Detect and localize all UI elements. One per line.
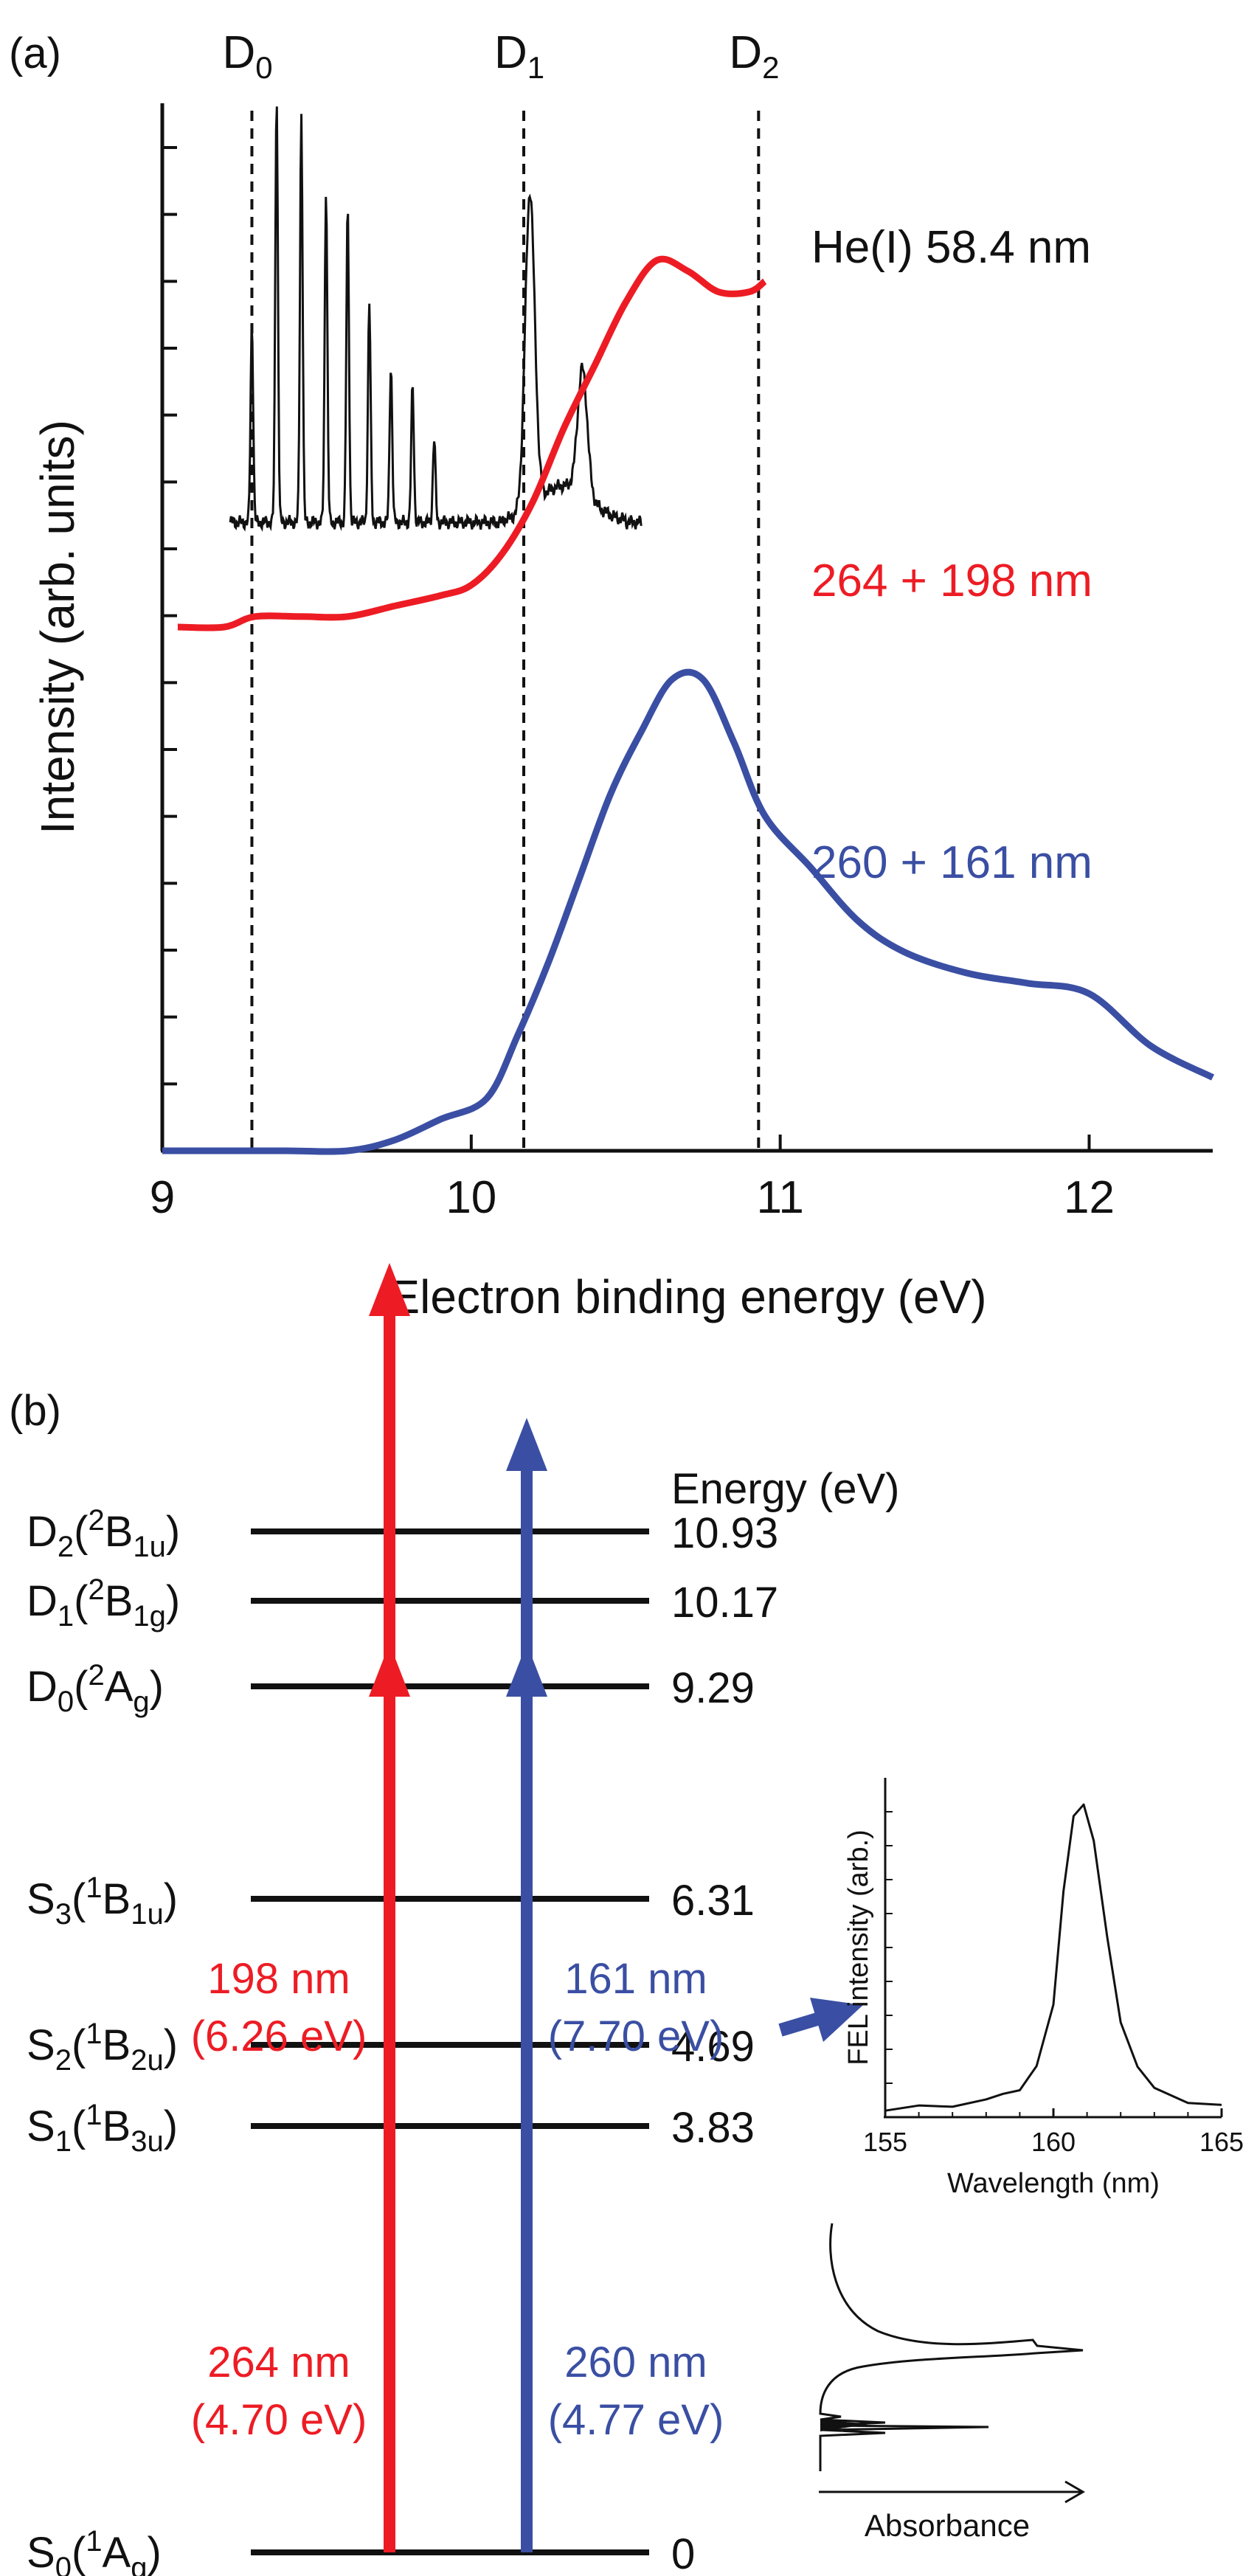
panel-b-label: (b) (9, 1387, 61, 1435)
x-tick-label: 9 (150, 1172, 175, 1223)
energy-level-value: 9.29 (671, 1664, 755, 1712)
energy-level-value: 10.17 (671, 1579, 778, 1627)
energy-level-label: D2(2B1u) (27, 1504, 180, 1563)
x-ticks: 9 10 11 12 (150, 1135, 1115, 1223)
blue-pump-wavelength: 260 nm (564, 2338, 707, 2386)
energy-level-label: S1(1B3u) (27, 2099, 178, 2158)
panel-a: (a) 9 10 11 12 D0 D1 D2 Electron binding ener… (9, 27, 1215, 1323)
y-axis-label: Intensity (arb. units) (31, 420, 84, 834)
inset-fel-line (884, 1803, 1222, 2112)
x-tick-label: 12 (1064, 1172, 1115, 1223)
red-pump-energy: (4.70 eV) (191, 2396, 367, 2444)
absorbance-arrowhead (1064, 2480, 1085, 2504)
reference-lines: D0 D1 D2 (222, 27, 779, 1151)
energy-level-label: S0(1Ag) (27, 2525, 162, 2576)
inset-y-label: FEL intensity (arb.) (843, 1829, 874, 2066)
inset-x-label: Wavelength (nm) (947, 2168, 1160, 2199)
inset-series (884, 1803, 1222, 2112)
inset-x-tick-label: 160 (1031, 2127, 1076, 2157)
absorbance-inset: Absorbance (819, 2223, 1085, 2543)
energy-level-label: S2(1B2u) (27, 2018, 178, 2077)
energy-levels: D2(2B1u) 10.93 D1(2B1g) 10.17 D0(2Ag) 9.29 S3(… (27, 1504, 778, 2576)
inset-ticks: 155 160 165 (863, 1811, 1244, 2157)
energy-level-value: 3.83 (671, 2104, 755, 2152)
legend-he: He(I) 58.4 nm (811, 222, 1091, 273)
red-probe-wavelength: 198 nm (207, 1955, 350, 2003)
legend-blue: 260 + 161 nm (811, 837, 1092, 888)
absorbance-spectrum (819, 2223, 1084, 2471)
energy-level-label: D0(2Ag) (27, 1659, 164, 1718)
absorbance-fill (820, 2420, 870, 2431)
reference-line-label: D0 (222, 27, 272, 85)
series-blue-line (162, 668, 1215, 1155)
panel-b: (b) Energy (eV) D2(2B1u) 10.93 D1(2B1g) 10.… (9, 1263, 1244, 2576)
energy-level-value: 4.69 (671, 2023, 755, 2071)
panel-a-label: (a) (9, 30, 61, 77)
energy-level-label: D1(2B1g) (27, 1573, 180, 1632)
x-tick-label: 10 (446, 1172, 496, 1223)
red-transitions (369, 1263, 410, 2552)
blue-transitions (506, 1418, 547, 2552)
x-axis-label: Electron binding energy (eV) (388, 1270, 986, 1323)
red-pump-wavelength: 264 nm (207, 2338, 350, 2386)
energy-level-value: 0 (671, 2530, 695, 2576)
blue-pump-energy: (4.77 eV) (548, 2396, 724, 2444)
y-ticks (162, 146, 177, 1152)
series-group (162, 106, 1215, 1155)
reference-line-label: D2 (729, 27, 779, 85)
red-probe-arrowhead (369, 1263, 410, 1316)
blue-probe-arrowhead (506, 1418, 547, 1471)
x-tick-label: 11 (756, 1172, 803, 1223)
energy-axis-title: Energy (eV) (671, 1465, 899, 1513)
red-probe-energy: (6.26 eV) (191, 2012, 367, 2060)
energy-level-value: 6.31 (671, 1877, 755, 1925)
series-he-line (229, 106, 643, 532)
inset-x-tick-label: 155 (863, 2127, 907, 2157)
blue-probe-energy: (7.70 eV) (548, 2012, 724, 2060)
blue-probe-wavelength: 161 nm (564, 1955, 707, 2003)
fel-inset: 155 160 165 Wavelength (nm) FEL intensity … (843, 1778, 1244, 2199)
inset-x-tick-label: 165 (1199, 2127, 1244, 2157)
energy-level-label: S3(1B1u) (27, 1872, 178, 1931)
reference-line-label: D1 (494, 27, 544, 85)
series-red-line (177, 255, 767, 631)
inset-pointer-arrow (778, 1998, 863, 2042)
energy-level-value: 10.93 (671, 1509, 778, 1557)
legend-red: 264 + 198 nm (811, 555, 1092, 606)
absorbance-label: Absorbance (865, 2508, 1030, 2543)
